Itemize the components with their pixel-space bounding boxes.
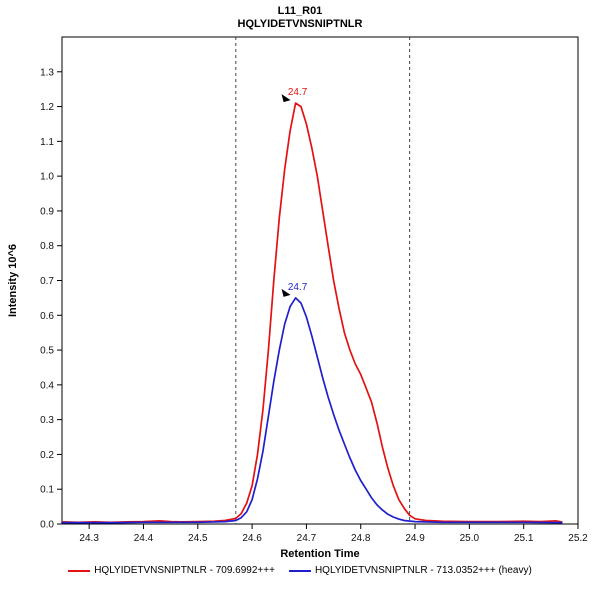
legend-label-light: HQLYIDETVNSNIPTNLR - 709.6992+++ [94, 565, 275, 576]
chart-title: L11_R01 [277, 5, 323, 17]
y-tick-label: 0.0 [40, 520, 54, 531]
plot-area[interactable]: 24.3 24.4 24.5 24.6 24.7 24.8 24.9 25.0 25.1 25.2… [0, 31, 600, 563]
y-tick-label: 1.3 [40, 67, 54, 78]
legend-item-light: HQLYIDETVNSNIPTNLR - 709.6992+++ [68, 565, 275, 576]
y-tick-label: 0.3 [40, 415, 54, 426]
peak-retention-label: 24.7 [288, 282, 308, 293]
x-tick-label: 24.5 [188, 533, 208, 544]
x-tick-label: 24.6 [242, 533, 262, 544]
x-tick-label: 25.2 [568, 533, 588, 544]
x-tick-label: 24.4 [134, 533, 154, 544]
y-tick-label: 0.4 [40, 380, 54, 391]
chart-subtitle: HQLYIDETVNSNIPTNLR [237, 18, 363, 30]
peak-arrow-icon [281, 288, 291, 297]
x-tick-label: 24.8 [351, 533, 371, 544]
y-tick-label: 0.1 [40, 485, 54, 496]
x-tick-label: 25.0 [460, 533, 480, 544]
x-tick-label: 24.7 [297, 533, 317, 544]
y-tick-label: 0.8 [40, 241, 54, 252]
y-tick-label: 1.2 [40, 102, 54, 113]
legend-label-heavy: HQLYIDETVNSNIPTNLR - 713.0352+++ (heavy) [314, 565, 532, 576]
y-tick-label: 0.7 [40, 276, 54, 287]
legend-line-sample-light [68, 569, 91, 572]
legend: HQLYIDETVNSNIPTNLR - 709.6992+++ HQLYIDE… [0, 565, 600, 576]
x-tick-label: 25.1 [514, 533, 534, 544]
series-line [61, 297, 563, 524]
peak-retention-label: 24.7 [288, 87, 308, 98]
x-tick-label: 24.3 [79, 533, 99, 544]
plot-border [61, 36, 579, 525]
y-axis-title: Intensity 10^6 [7, 244, 19, 317]
y-tick-label: 0.9 [40, 206, 54, 217]
x-tick-label: 24.9 [405, 533, 425, 544]
y-tick-label: 1.1 [40, 137, 54, 148]
y-tick-label: 0.2 [40, 450, 54, 461]
legend-line-sample-heavy [288, 569, 311, 572]
y-tick-label: 1.0 [40, 172, 54, 183]
y-tick-label: 0.6 [40, 311, 54, 322]
chart-header: L11_R01 HQLYIDETVNSNIPTNLR [238, 0, 363, 31]
legend-item-heavy: HQLYIDETVNSNIPTNLR - 713.0352+++ (heavy) [288, 565, 532, 576]
peak-arrow-icon [281, 94, 291, 103]
x-axis-title: Retention Time [280, 548, 359, 560]
y-tick-label: 0.5 [40, 346, 54, 357]
